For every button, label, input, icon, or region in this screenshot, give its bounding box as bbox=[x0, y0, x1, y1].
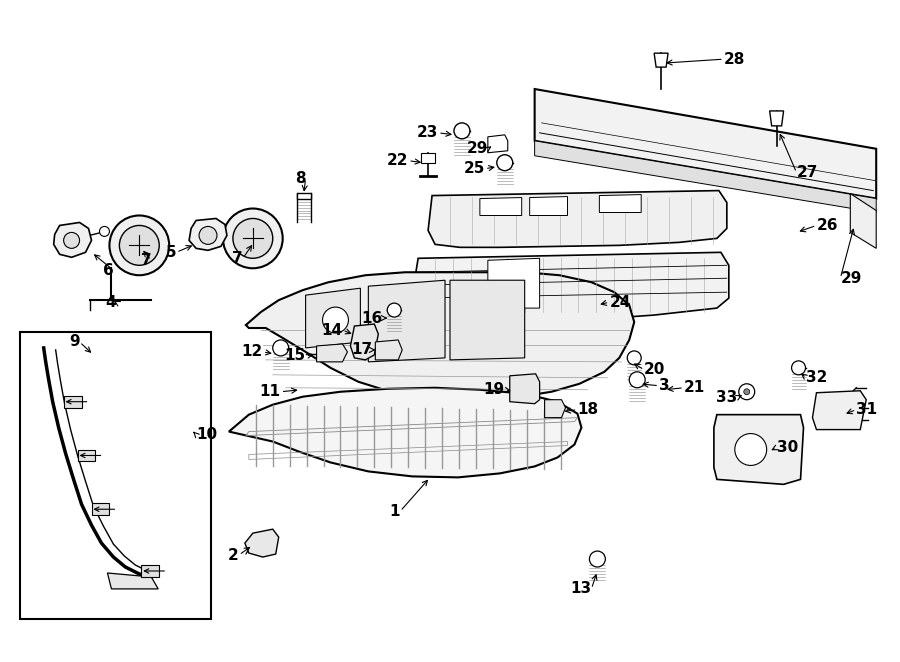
Polygon shape bbox=[245, 529, 279, 557]
Text: 6: 6 bbox=[103, 263, 113, 278]
Polygon shape bbox=[509, 374, 540, 404]
Text: 5: 5 bbox=[166, 245, 176, 260]
Circle shape bbox=[322, 307, 348, 333]
Text: 9: 9 bbox=[69, 334, 79, 350]
Polygon shape bbox=[350, 324, 378, 360]
Circle shape bbox=[233, 218, 273, 258]
Circle shape bbox=[629, 372, 645, 388]
Polygon shape bbox=[599, 195, 641, 213]
Polygon shape bbox=[92, 503, 110, 515]
Polygon shape bbox=[488, 135, 508, 153]
Text: 14: 14 bbox=[321, 322, 343, 338]
Text: 3: 3 bbox=[659, 378, 670, 393]
Text: 18: 18 bbox=[578, 402, 599, 417]
Polygon shape bbox=[450, 280, 525, 360]
Circle shape bbox=[734, 434, 767, 465]
Polygon shape bbox=[421, 153, 435, 163]
Text: 10: 10 bbox=[196, 427, 217, 442]
Circle shape bbox=[387, 303, 401, 317]
Polygon shape bbox=[813, 391, 866, 430]
Text: 11: 11 bbox=[260, 384, 281, 399]
Circle shape bbox=[100, 226, 110, 236]
Polygon shape bbox=[297, 193, 310, 199]
Polygon shape bbox=[368, 280, 445, 362]
Polygon shape bbox=[535, 141, 877, 213]
Circle shape bbox=[497, 155, 513, 171]
Polygon shape bbox=[54, 222, 92, 258]
Text: 22: 22 bbox=[387, 153, 409, 168]
Polygon shape bbox=[375, 340, 402, 360]
Polygon shape bbox=[850, 193, 877, 248]
Polygon shape bbox=[530, 197, 568, 216]
Text: 31: 31 bbox=[856, 402, 878, 417]
Text: 12: 12 bbox=[241, 344, 263, 359]
Polygon shape bbox=[480, 197, 522, 216]
Circle shape bbox=[273, 340, 289, 356]
Polygon shape bbox=[77, 449, 95, 461]
Polygon shape bbox=[20, 332, 211, 619]
Circle shape bbox=[110, 216, 169, 275]
Circle shape bbox=[627, 351, 641, 365]
Text: 4: 4 bbox=[106, 295, 116, 310]
Polygon shape bbox=[488, 258, 540, 308]
Text: 20: 20 bbox=[644, 362, 666, 377]
Circle shape bbox=[64, 232, 79, 248]
Text: 24: 24 bbox=[609, 295, 631, 310]
Circle shape bbox=[590, 551, 606, 567]
Polygon shape bbox=[306, 288, 360, 348]
Polygon shape bbox=[246, 272, 634, 400]
Text: 29: 29 bbox=[841, 271, 861, 286]
Text: 27: 27 bbox=[796, 165, 818, 180]
Text: 30: 30 bbox=[777, 440, 798, 455]
Text: 23: 23 bbox=[417, 125, 438, 140]
Text: 19: 19 bbox=[483, 382, 505, 397]
Circle shape bbox=[199, 226, 217, 244]
Text: 7: 7 bbox=[140, 253, 151, 268]
Circle shape bbox=[454, 123, 470, 139]
Text: 2: 2 bbox=[228, 547, 238, 563]
Text: 21: 21 bbox=[684, 380, 706, 395]
Polygon shape bbox=[428, 191, 727, 248]
Text: 29: 29 bbox=[466, 141, 488, 156]
Text: 13: 13 bbox=[571, 581, 591, 596]
Text: 25: 25 bbox=[464, 161, 485, 176]
Text: 15: 15 bbox=[284, 348, 306, 363]
Polygon shape bbox=[107, 573, 158, 589]
Polygon shape bbox=[535, 89, 877, 199]
Text: 32: 32 bbox=[806, 370, 828, 385]
Text: 17: 17 bbox=[351, 342, 373, 357]
Circle shape bbox=[739, 384, 755, 400]
Polygon shape bbox=[229, 388, 581, 477]
Polygon shape bbox=[714, 414, 804, 485]
Polygon shape bbox=[141, 565, 159, 577]
Polygon shape bbox=[189, 218, 227, 250]
Text: 8: 8 bbox=[295, 171, 306, 186]
Polygon shape bbox=[64, 396, 82, 408]
Text: 28: 28 bbox=[724, 52, 745, 67]
Text: 26: 26 bbox=[816, 218, 838, 233]
Circle shape bbox=[792, 361, 806, 375]
Polygon shape bbox=[544, 400, 565, 418]
Polygon shape bbox=[412, 252, 729, 326]
Text: 16: 16 bbox=[361, 310, 382, 326]
Polygon shape bbox=[770, 111, 784, 126]
Polygon shape bbox=[654, 53, 668, 67]
Text: 1: 1 bbox=[390, 504, 400, 519]
Polygon shape bbox=[317, 344, 347, 362]
Text: 33: 33 bbox=[716, 390, 737, 405]
Circle shape bbox=[120, 226, 159, 265]
Circle shape bbox=[743, 389, 750, 395]
Circle shape bbox=[223, 209, 283, 268]
Text: 7: 7 bbox=[232, 251, 243, 266]
